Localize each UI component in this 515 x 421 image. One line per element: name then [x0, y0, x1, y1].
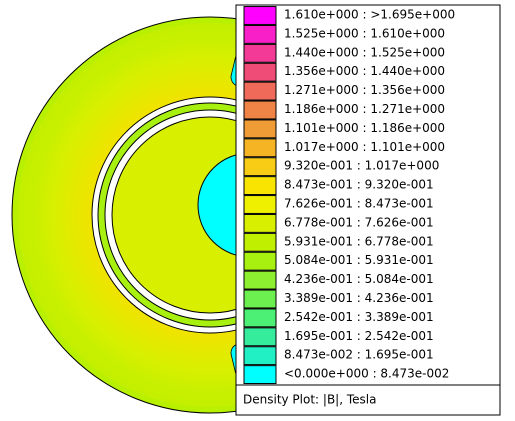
legend-swatch [244, 120, 276, 138]
legend-swatch [244, 158, 276, 176]
legend: Density Plot: |B|, Tesla 1.610e+000 : >1… [236, 5, 500, 415]
legend-label: 3.389e-001 : 4.236e-001 [284, 291, 434, 305]
legend-swatch [244, 309, 276, 327]
legend-swatch [244, 328, 276, 346]
legend-swatch [244, 139, 276, 157]
legend-label: 6.778e-001 : 7.626e-001 [284, 215, 434, 229]
legend-label: 1.356e+000 : 1.440e+000 [284, 64, 445, 78]
legend-label: 8.473e-002 : 1.695e-001 [284, 348, 434, 362]
legend-swatch [244, 271, 276, 289]
legend-label: 8.473e-001 : 9.320e-001 [284, 178, 434, 192]
legend-label: 1.017e+000 : 1.101e+000 [284, 140, 445, 154]
legend-swatch [244, 252, 276, 270]
legend-label: 2.542e-001 : 3.389e-001 [284, 310, 434, 324]
legend-swatch [244, 25, 276, 43]
legend-label: <0.000e+000 : 8.473e-002 [284, 367, 449, 381]
legend-swatch [244, 63, 276, 81]
legend-swatch [244, 44, 276, 62]
legend-label: 1.695e-001 : 2.542e-001 [284, 329, 434, 343]
legend-label: 7.626e-001 : 8.473e-001 [284, 197, 434, 211]
legend-swatch [244, 233, 276, 251]
legend-label: 1.271e+000 : 1.356e+000 [284, 83, 445, 97]
legend-swatch [244, 82, 276, 100]
legend-label: 5.931e-001 : 6.778e-001 [284, 234, 434, 248]
legend-label: 9.320e-001 : 1.017e+000 [284, 159, 439, 173]
legend-swatch [244, 347, 276, 365]
legend-label: 1.610e+000 : >1.695e+000 [284, 8, 455, 22]
legend-swatch [244, 214, 276, 232]
legend-label: 1.186e+000 : 1.271e+000 [284, 102, 445, 116]
legend-swatch [244, 7, 276, 25]
legend-swatch [244, 290, 276, 308]
legend-swatch [244, 196, 276, 214]
legend-label: 1.525e+000 : 1.610e+000 [284, 26, 445, 40]
legend-label: 5.084e-001 : 5.931e-001 [284, 253, 434, 267]
legend-swatch [244, 101, 276, 119]
legend-label: 4.236e-001 : 5.084e-001 [284, 272, 434, 286]
legend-title: Density Plot: |B|, Tesla [243, 393, 376, 407]
legend-label: 1.440e+000 : 1.525e+000 [284, 45, 445, 59]
screenshot: Density Plot: |B|, Tesla 1.610e+000 : >1… [0, 0, 515, 421]
legend-label: 1.101e+000 : 1.186e+000 [284, 121, 445, 135]
legend-swatch [244, 366, 276, 384]
legend-swatch [244, 177, 276, 195]
